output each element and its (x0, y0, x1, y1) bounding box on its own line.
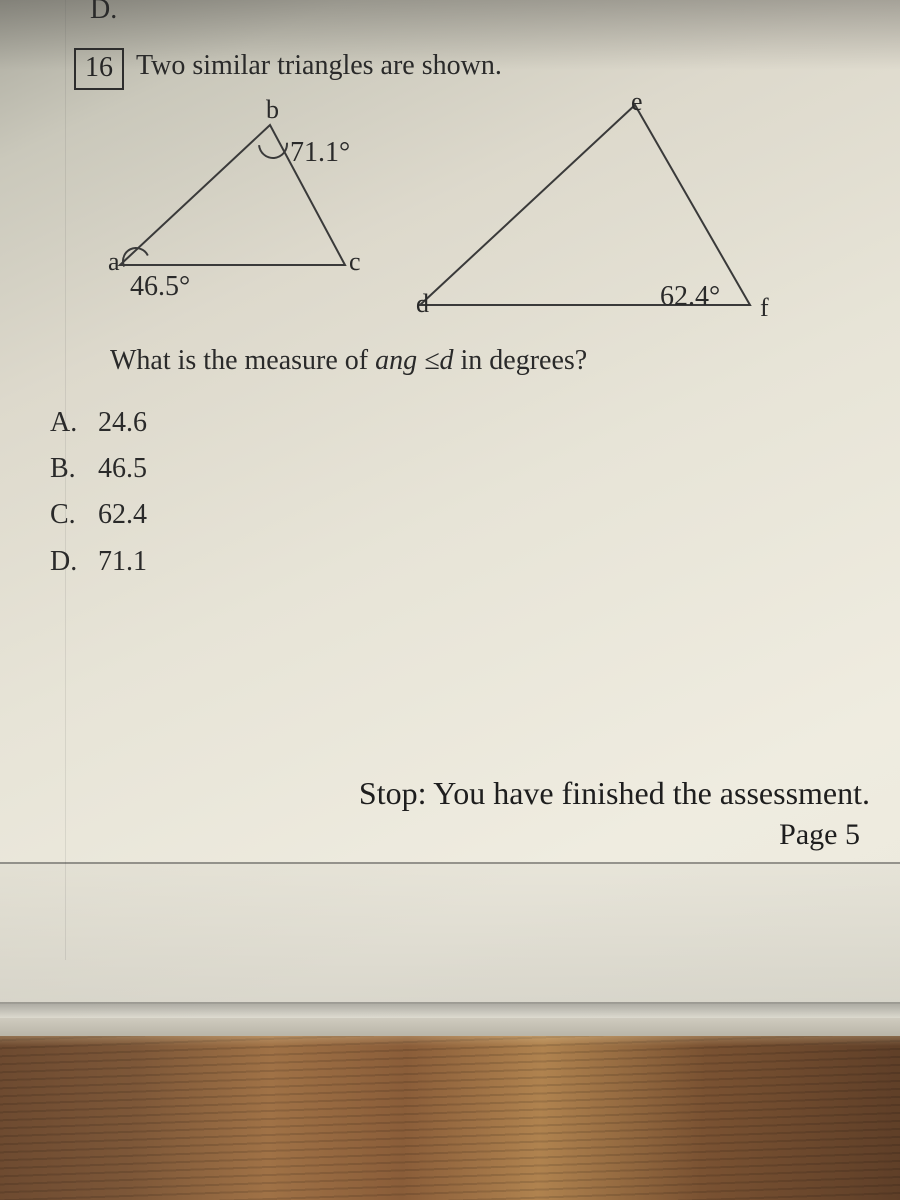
triangles-svg (90, 95, 850, 325)
choice-letter: C. (50, 492, 98, 538)
choice-letter: B. (50, 446, 98, 492)
choice-letter: D. (50, 539, 98, 585)
choice-d: D. 71.1 (50, 539, 147, 585)
choice-c: C. 62.4 (50, 492, 147, 538)
angle-a-label: 46.5° (130, 271, 190, 303)
lower-shade (0, 864, 900, 1004)
vertex-a-label: a (108, 247, 120, 277)
choice-a: A. 24.6 (50, 400, 147, 446)
wood-desk (0, 1036, 900, 1200)
choice-letter: A. (50, 400, 98, 446)
page-number: Page 5 (779, 818, 860, 852)
answer-choices: A. 24.6 B. 46.5 C. 62.4 D. 71.1 (50, 400, 147, 585)
choice-value: 62.4 (98, 492, 147, 538)
vertex-e-label: e (631, 87, 643, 117)
desk-highlight (0, 1036, 900, 1046)
angle-b-label: 71.1° (290, 137, 350, 169)
triangle-def (420, 105, 750, 305)
angle-f-label: 62.4° (660, 281, 720, 313)
ask-suffix: in degrees? (454, 345, 588, 376)
prev-choice-fragment: D. (90, 0, 117, 26)
stop-text: Stop: You have finished the assessment. (359, 775, 870, 812)
choice-value: 46.5 (98, 446, 147, 492)
choice-b: B. 46.5 (50, 446, 147, 492)
page-stack-edge (0, 1018, 900, 1036)
vertex-c-label: c (349, 247, 361, 277)
vertex-b-label: b (266, 95, 279, 125)
triangles-diagram: a b c d e f 46.5° 71.1° 62.4° (90, 95, 850, 325)
ask-prefix: What is the measure of (110, 345, 375, 376)
ask-italic: ang ≤d (375, 345, 453, 376)
question-number-box: 16 (74, 48, 124, 90)
vertex-f-label: f (760, 293, 769, 323)
question-prompt: Two similar triangles are shown. (136, 50, 502, 82)
choice-value: 71.1 (98, 539, 147, 585)
worksheet-page: D. 16 Two similar triangles are shown. a… (0, 0, 900, 1200)
choice-value: 24.6 (98, 400, 147, 446)
question-ask: What is the measure of ang ≤d in degrees… (110, 345, 587, 377)
vertex-d-label: d (416, 289, 429, 319)
